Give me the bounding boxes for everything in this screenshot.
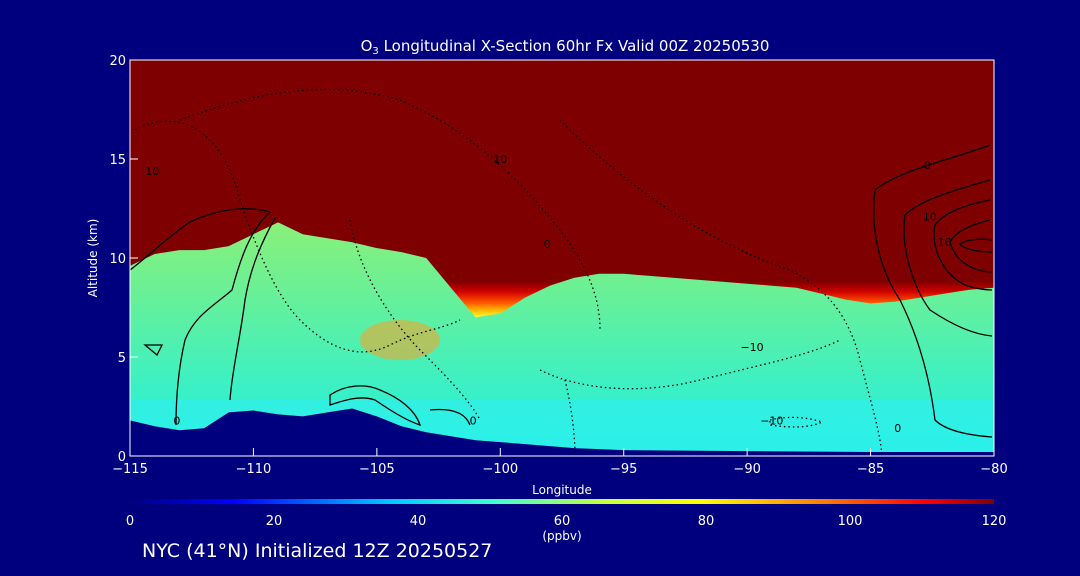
colorbar-tick-label: 20 bbox=[266, 514, 283, 529]
chart-title: O3 Longitudinal X-Section 60hr Fx Valid … bbox=[361, 37, 770, 57]
y-tick-label: 20 bbox=[109, 54, 126, 69]
contour-dotted-small bbox=[769, 416, 824, 428]
x-tick-label: −85 bbox=[857, 462, 884, 477]
y-tick-label: 0 bbox=[118, 450, 126, 465]
x-tick-label: −80 bbox=[980, 462, 1007, 477]
x-tick-label: −110 bbox=[236, 462, 272, 477]
y-tick-label: 5 bbox=[118, 351, 126, 366]
contour-lines bbox=[130, 88, 993, 456]
contour-label-1: 10 bbox=[493, 153, 507, 166]
contour-label-6: 0 bbox=[544, 238, 551, 251]
stratosphere-field bbox=[130, 60, 994, 318]
colorbar-tick-label: 80 bbox=[698, 514, 715, 529]
y-axis: 0 5 10 15 20 bbox=[109, 54, 138, 465]
contour-label-3: −10 bbox=[760, 414, 783, 427]
colorbar-tick-label: 60 bbox=[554, 514, 571, 529]
y-tick-label: 15 bbox=[109, 153, 126, 168]
contour-label-8: 0 bbox=[894, 422, 901, 435]
contour-dotted-upper bbox=[179, 88, 601, 331]
contour-label-0: 10 bbox=[145, 165, 159, 178]
x-axis-label: Longitude bbox=[532, 483, 592, 497]
colorbar-tick-label: 40 bbox=[410, 514, 427, 529]
contour-solid-right4 bbox=[949, 219, 993, 273]
contour-label-4: 0 bbox=[173, 414, 180, 427]
terrain bbox=[130, 408, 994, 456]
y-axis-label: Altitude (km) bbox=[86, 219, 100, 298]
contour-solid-left2 bbox=[229, 217, 276, 401]
contour-solid-right1 bbox=[873, 144, 993, 438]
contour-label-9: 10 bbox=[923, 210, 937, 223]
colorbar-tick-label: 0 bbox=[126, 514, 134, 529]
x-axis: −115 −110 −105 −100 −95 −90 −85 −80 bbox=[112, 448, 1008, 477]
x-tick-label: −90 bbox=[733, 462, 760, 477]
location-init-annotation: NYC (41°N) Initialized 12Z 20250527 bbox=[142, 540, 493, 562]
contour-solid-right2 bbox=[903, 179, 993, 337]
contour-label-10: 10 bbox=[938, 236, 952, 249]
contour-solid-right5 bbox=[959, 238, 993, 253]
colorbar-label: (ppbv) bbox=[542, 529, 581, 543]
x-tick-label: −100 bbox=[482, 462, 518, 477]
contour-dotted-trop bbox=[539, 339, 841, 390]
contour-solid-left bbox=[130, 208, 272, 426]
colorbar-tick-label: 120 bbox=[982, 514, 1007, 529]
y-tick-label: 10 bbox=[109, 252, 126, 267]
colorbar-tick-label: 100 bbox=[838, 514, 863, 529]
contour-label-7: 0 bbox=[924, 159, 931, 172]
contour-label-2: −10 bbox=[740, 341, 763, 354]
colorbar bbox=[130, 499, 994, 504]
colorbar-ticks: 0 20 40 60 80 100 120 bbox=[126, 514, 1007, 529]
contour-solid-loop bbox=[329, 385, 422, 427]
contour-label-5: 0 bbox=[470, 414, 477, 427]
x-tick-label: −115 bbox=[112, 462, 148, 477]
contour-solid-triangle bbox=[143, 344, 164, 357]
x-tick-label: −95 bbox=[610, 462, 637, 477]
contour-solid-right3 bbox=[933, 199, 993, 291]
contour-solid-mid bbox=[429, 408, 471, 426]
contour-dotted-low bbox=[564, 379, 576, 456]
x-tick-label: −105 bbox=[359, 462, 395, 477]
